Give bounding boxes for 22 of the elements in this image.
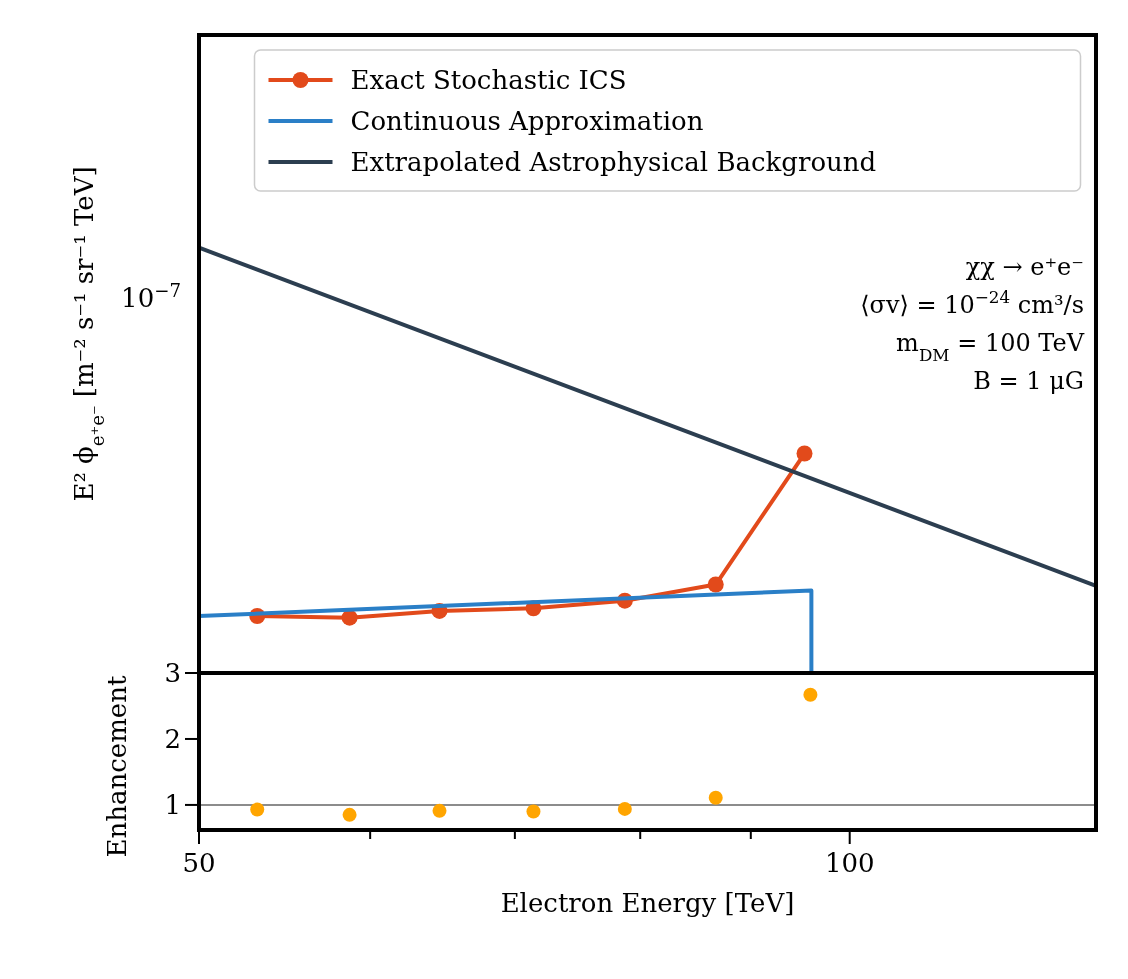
legend-label: Exact Stochastic ICS <box>350 65 627 96</box>
annotation: B = 1 μG <box>973 367 1084 395</box>
legend-label: Extrapolated Astrophysical Background <box>350 147 877 178</box>
point <box>342 807 357 822</box>
y-tick-label: 1 <box>164 790 181 821</box>
y-tick-label: 3 <box>164 658 181 689</box>
text: 10$^{−7}$ <box>121 279 181 314</box>
x-tick-label: 100 <box>824 848 875 878</box>
point <box>432 803 447 818</box>
annotation: m$_{DM}$ = 100 TeV <box>896 329 1085 365</box>
x-tick-label: 50 <box>182 848 216 878</box>
annotation: ⟨σv⟩ = 10$^{−24}$ cm³/s <box>860 287 1084 319</box>
point <box>708 790 723 805</box>
point <box>250 802 265 817</box>
annotation: χχ → e⁺e⁻ <box>965 253 1084 281</box>
point <box>617 801 632 816</box>
x-axis-title: Electron Energy [TeV] <box>500 888 795 918</box>
y-tick-label: 2 <box>164 724 181 755</box>
y-axis-title: Enhancement <box>102 675 132 858</box>
point <box>707 576 724 593</box>
legend-label: Continuous Approximation <box>350 106 704 137</box>
point <box>526 804 541 819</box>
